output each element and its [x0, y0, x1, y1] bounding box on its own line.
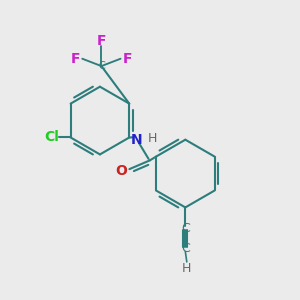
- Text: F: F: [122, 52, 132, 66]
- Text: F: F: [97, 34, 106, 48]
- Text: Cl: Cl: [44, 130, 59, 144]
- Text: C: C: [181, 242, 190, 255]
- Text: C: C: [98, 61, 105, 71]
- Text: F: F: [71, 52, 81, 66]
- Text: H: H: [182, 262, 191, 275]
- Text: C: C: [181, 221, 190, 235]
- Text: O: O: [115, 164, 127, 178]
- Text: H: H: [147, 132, 157, 145]
- Text: N: N: [131, 133, 142, 147]
